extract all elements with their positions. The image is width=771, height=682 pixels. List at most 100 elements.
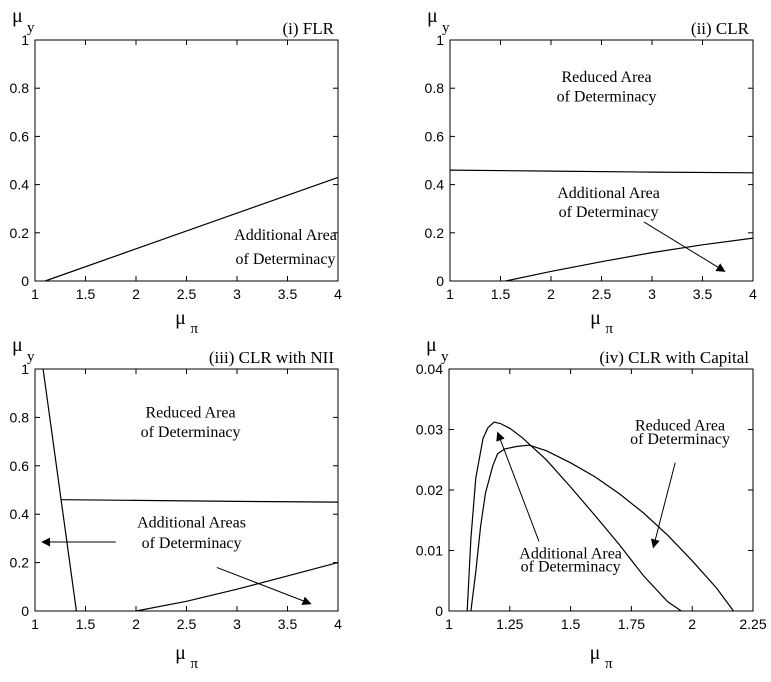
chart0-x-axis-label: μ [175, 307, 186, 329]
chart1-x-tick-label: 2 [547, 286, 555, 302]
chart1-title: (ii) CLR [691, 19, 750, 38]
chart2-arrow-1 [216, 566, 312, 606]
chart2-x-tick-label: 1 [31, 616, 39, 632]
chart1-x-tick-label: 3.5 [693, 286, 713, 302]
chart2-x-axis-label: μ [175, 642, 186, 664]
chart1-x-tick-label: 3 [648, 286, 656, 302]
chart3-annotation-0-line-1: of Determinacy [630, 431, 730, 448]
chart1-x-axis-label: μ [590, 307, 601, 329]
chart1-annotation-0-line-1: of Determinacy [557, 88, 657, 105]
chart3-series-0-line [466, 421, 682, 612]
chart1-x-tick-label: 2.5 [592, 286, 612, 302]
chart0-annotation-0-line-1: of Determinacy [236, 251, 336, 268]
chart2-series-0-line [42, 368, 77, 612]
chart1-y-axis-label: μ [427, 5, 438, 27]
chart0-x-tick-label: 2.5 [177, 286, 197, 302]
chart0-x-tick-label: 2 [132, 286, 140, 302]
chart3-y-tick-label: 0.02 [416, 482, 443, 498]
chart2-series-2-line [135, 562, 339, 612]
chart0-y-tick-label: 1 [21, 32, 29, 48]
chart0-y-axis-label-sub: y [27, 20, 35, 36]
chart0-annotation-0-line-0: Additional Area [234, 227, 337, 244]
chart2-y-tick-label: 0 [21, 603, 29, 619]
chart1-annotation-0-line-0: Reduced Area [561, 69, 651, 86]
chart0-x-tick-label: 3 [233, 286, 241, 302]
chart3-series-1-line [470, 444, 734, 612]
chart2-y-tick-label: 0.4 [10, 506, 30, 522]
chart3-arrow-1 [496, 431, 540, 542]
chart3-x-tick-label: 1 [445, 616, 453, 632]
chart1-x-tick-label: 1.5 [491, 286, 511, 302]
chart1-y-tick-label: 0 [436, 273, 444, 289]
chart3-x-tick-label: 1.5 [561, 616, 581, 632]
chart2-x-tick-label: 3.5 [278, 616, 298, 632]
chart1-series-1-line [505, 237, 754, 282]
chart2-x-tick-label: 3 [233, 616, 241, 632]
chart3-x-axis-label-sub: π [605, 656, 613, 672]
chart3-panel: 1 1.25 1.5 1.75 2 2.25 0 0.01 0.02 0.03 0.04 (iv) C… [416, 334, 767, 672]
chart3-annotation-0-line-0: Reduced Area [635, 418, 725, 435]
chart1-y-axis-label-sub: y [442, 20, 450, 36]
chart1-y-tick-label: 0.8 [425, 80, 445, 96]
chart2-y-tick-label: 0.6 [10, 458, 30, 474]
chart3-x-axis-label: μ [590, 642, 601, 664]
chart2-y-axis-label-sub: y [27, 349, 35, 365]
chart3-annotation-1-line-0: Additional Area [519, 545, 622, 562]
chart2-x-axis-label-sub: π [191, 656, 199, 672]
chart1-y-tick-label: 0.6 [425, 128, 445, 144]
chart2-series-1-line [61, 499, 339, 503]
chart0-x-tick-label: 1.5 [76, 286, 96, 302]
chart2-x-tick-label: 2 [132, 616, 140, 632]
chart3-x-tick-label: 1.75 [618, 616, 645, 632]
chart0-y-tick-label: 0.8 [10, 80, 30, 96]
chart1-x-tick-label: 1 [446, 286, 454, 302]
chart0-plot-frame [34, 39, 339, 282]
chart1-annotation-1-line-1: of Determinacy [559, 204, 659, 221]
chart3-x-tick-label: 1.25 [496, 616, 523, 632]
chart3-y-tick-label: 0.01 [416, 543, 443, 559]
chart0-x-tick-label: 1 [31, 286, 39, 302]
chart2-y-axis-label: μ [12, 334, 23, 356]
chart1-y-tick-label: 0.2 [425, 225, 445, 241]
chart3-y-tick-label: 0 [435, 603, 443, 619]
chart0-series-0-line [44, 176, 339, 282]
chart0-y-tick-label: 0.4 [10, 177, 30, 193]
chart1-series-0-line [449, 169, 754, 174]
chart0-y-tick-label: 0 [21, 273, 29, 289]
chart3-y-tick-label: 0.03 [416, 422, 443, 438]
chart2-panel: 1 1.5 2 2.5 3 3.5 4 0 0.2 0.4 0.6 0.8 1 (iii) CLR wit… [10, 334, 343, 672]
chart3-y-axis-label-sub: y [441, 349, 449, 365]
chart0-y-axis-label: μ [12, 5, 23, 27]
chart3-annotation-1-line-1: of Determinacy [521, 559, 621, 576]
chart3-x-tick-label: 2.25 [739, 616, 766, 632]
chart0-x-tick-label: 3.5 [278, 286, 298, 302]
chart2-x-tick-label: 2.5 [177, 616, 197, 632]
chart1-x-tick-label: 4 [749, 286, 757, 302]
chart3-y-tick-label: 0.04 [416, 361, 443, 377]
chart2-annotation-1-line-1: of Determinacy [142, 535, 242, 552]
chart2-y-tick-label: 0.2 [10, 555, 30, 571]
chart1-annotation-1-line-0: Additional Area [557, 185, 660, 202]
chart0-title: (i) FLR [283, 19, 335, 38]
chart1-y-tick-label: 1 [436, 32, 444, 48]
chart0-y-tick-label: 0.6 [10, 128, 30, 144]
chart2-annotation-0-line-0: Reduced Area [145, 404, 235, 421]
chart2-annotation-1-line-0: Additional Areas [137, 515, 246, 532]
chart3-title: (iv) CLR with Capital [599, 348, 749, 367]
chart2-y-tick-label: 0.8 [10, 409, 30, 425]
chart2-x-tick-label: 4 [334, 616, 342, 632]
chart0-x-axis-label-sub: π [191, 321, 199, 337]
chart2-annotation-0-line-1: of Determinacy [141, 424, 241, 441]
chart3-arrow-0 [650, 462, 676, 549]
chart1-arrow-0 [643, 221, 726, 272]
chart0-x-tick-label: 4 [334, 286, 342, 302]
chart1-x-axis-label-sub: π [606, 321, 614, 337]
chart3-y-axis-label: μ [426, 334, 437, 356]
chart2-title: (iii) CLR with NII [209, 348, 334, 367]
chart2-y-tick-label: 1 [21, 361, 29, 377]
chart2-x-tick-label: 1.5 [76, 616, 96, 632]
chart3-x-tick-label: 2 [688, 616, 696, 632]
